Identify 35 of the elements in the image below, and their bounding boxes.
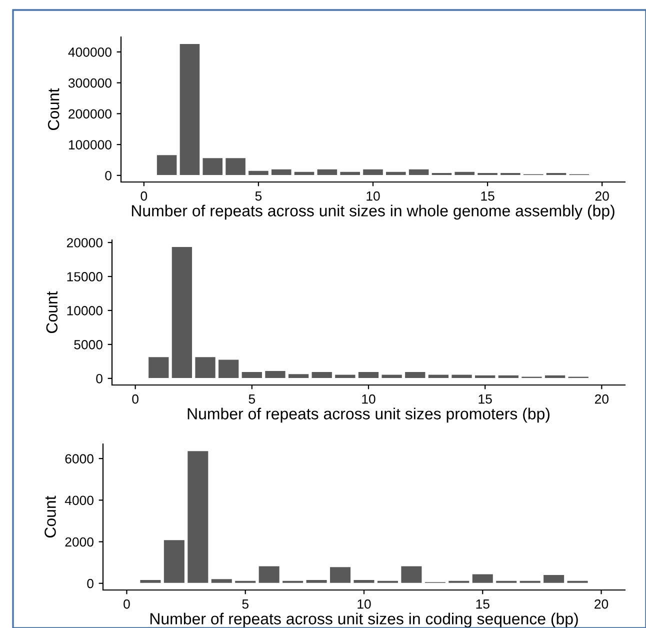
x-tick-label: 15	[481, 192, 494, 201]
x-tick-label: 0	[124, 599, 130, 609]
x-axis-title: Number of repeats across unit sizes in coding sequence (bp)	[150, 612, 578, 628]
y-tick-label: 400000	[68, 47, 112, 57]
x-tick-label: 10	[362, 394, 376, 404]
y-tick-label: 2000	[65, 537, 94, 547]
y-tick-label: 200000	[68, 109, 112, 119]
x-tick-label: 10	[358, 599, 371, 609]
x-tick-label: 20	[595, 191, 609, 201]
x-tick-label: 15	[476, 600, 490, 609]
y-tick-label: 0	[87, 578, 94, 588]
y-axis-title: Count	[46, 291, 58, 333]
x-tick-label: 5	[248, 394, 256, 404]
y-tick-label: 4000	[64, 496, 94, 506]
x-tick-label: 20	[594, 599, 608, 609]
y-tick-label: 0	[105, 170, 112, 180]
x-axis-title: Number of repeats across unit sizes in whole genome assembly (bp)	[132, 204, 614, 220]
y-tick-label: 0	[96, 374, 102, 384]
y-tick-label: 6000	[65, 454, 94, 464]
x-tick-label: 20	[595, 394, 609, 404]
y-tick-label: 20000	[66, 238, 102, 248]
y-tick-label: 10000	[67, 306, 102, 316]
y-tick-label: 100000	[68, 140, 112, 150]
y-tick-label: 5000	[74, 340, 102, 350]
x-tick-label: 0	[132, 394, 138, 404]
x-axis-title: Number of repeats across unit sizes promoters (bp)	[188, 408, 550, 423]
y-axis-title: Count	[48, 88, 60, 130]
y-tick-label: 300000	[68, 78, 112, 88]
x-tick-label: 5	[242, 600, 248, 609]
y-axis-title: Count	[44, 496, 56, 538]
x-tick-label: 10	[366, 191, 380, 201]
x-tick-label: 5	[255, 192, 262, 201]
y-tick-label: 15000	[67, 272, 102, 282]
x-tick-label: 0	[140, 191, 148, 201]
x-tick-label: 15	[478, 394, 492, 404]
